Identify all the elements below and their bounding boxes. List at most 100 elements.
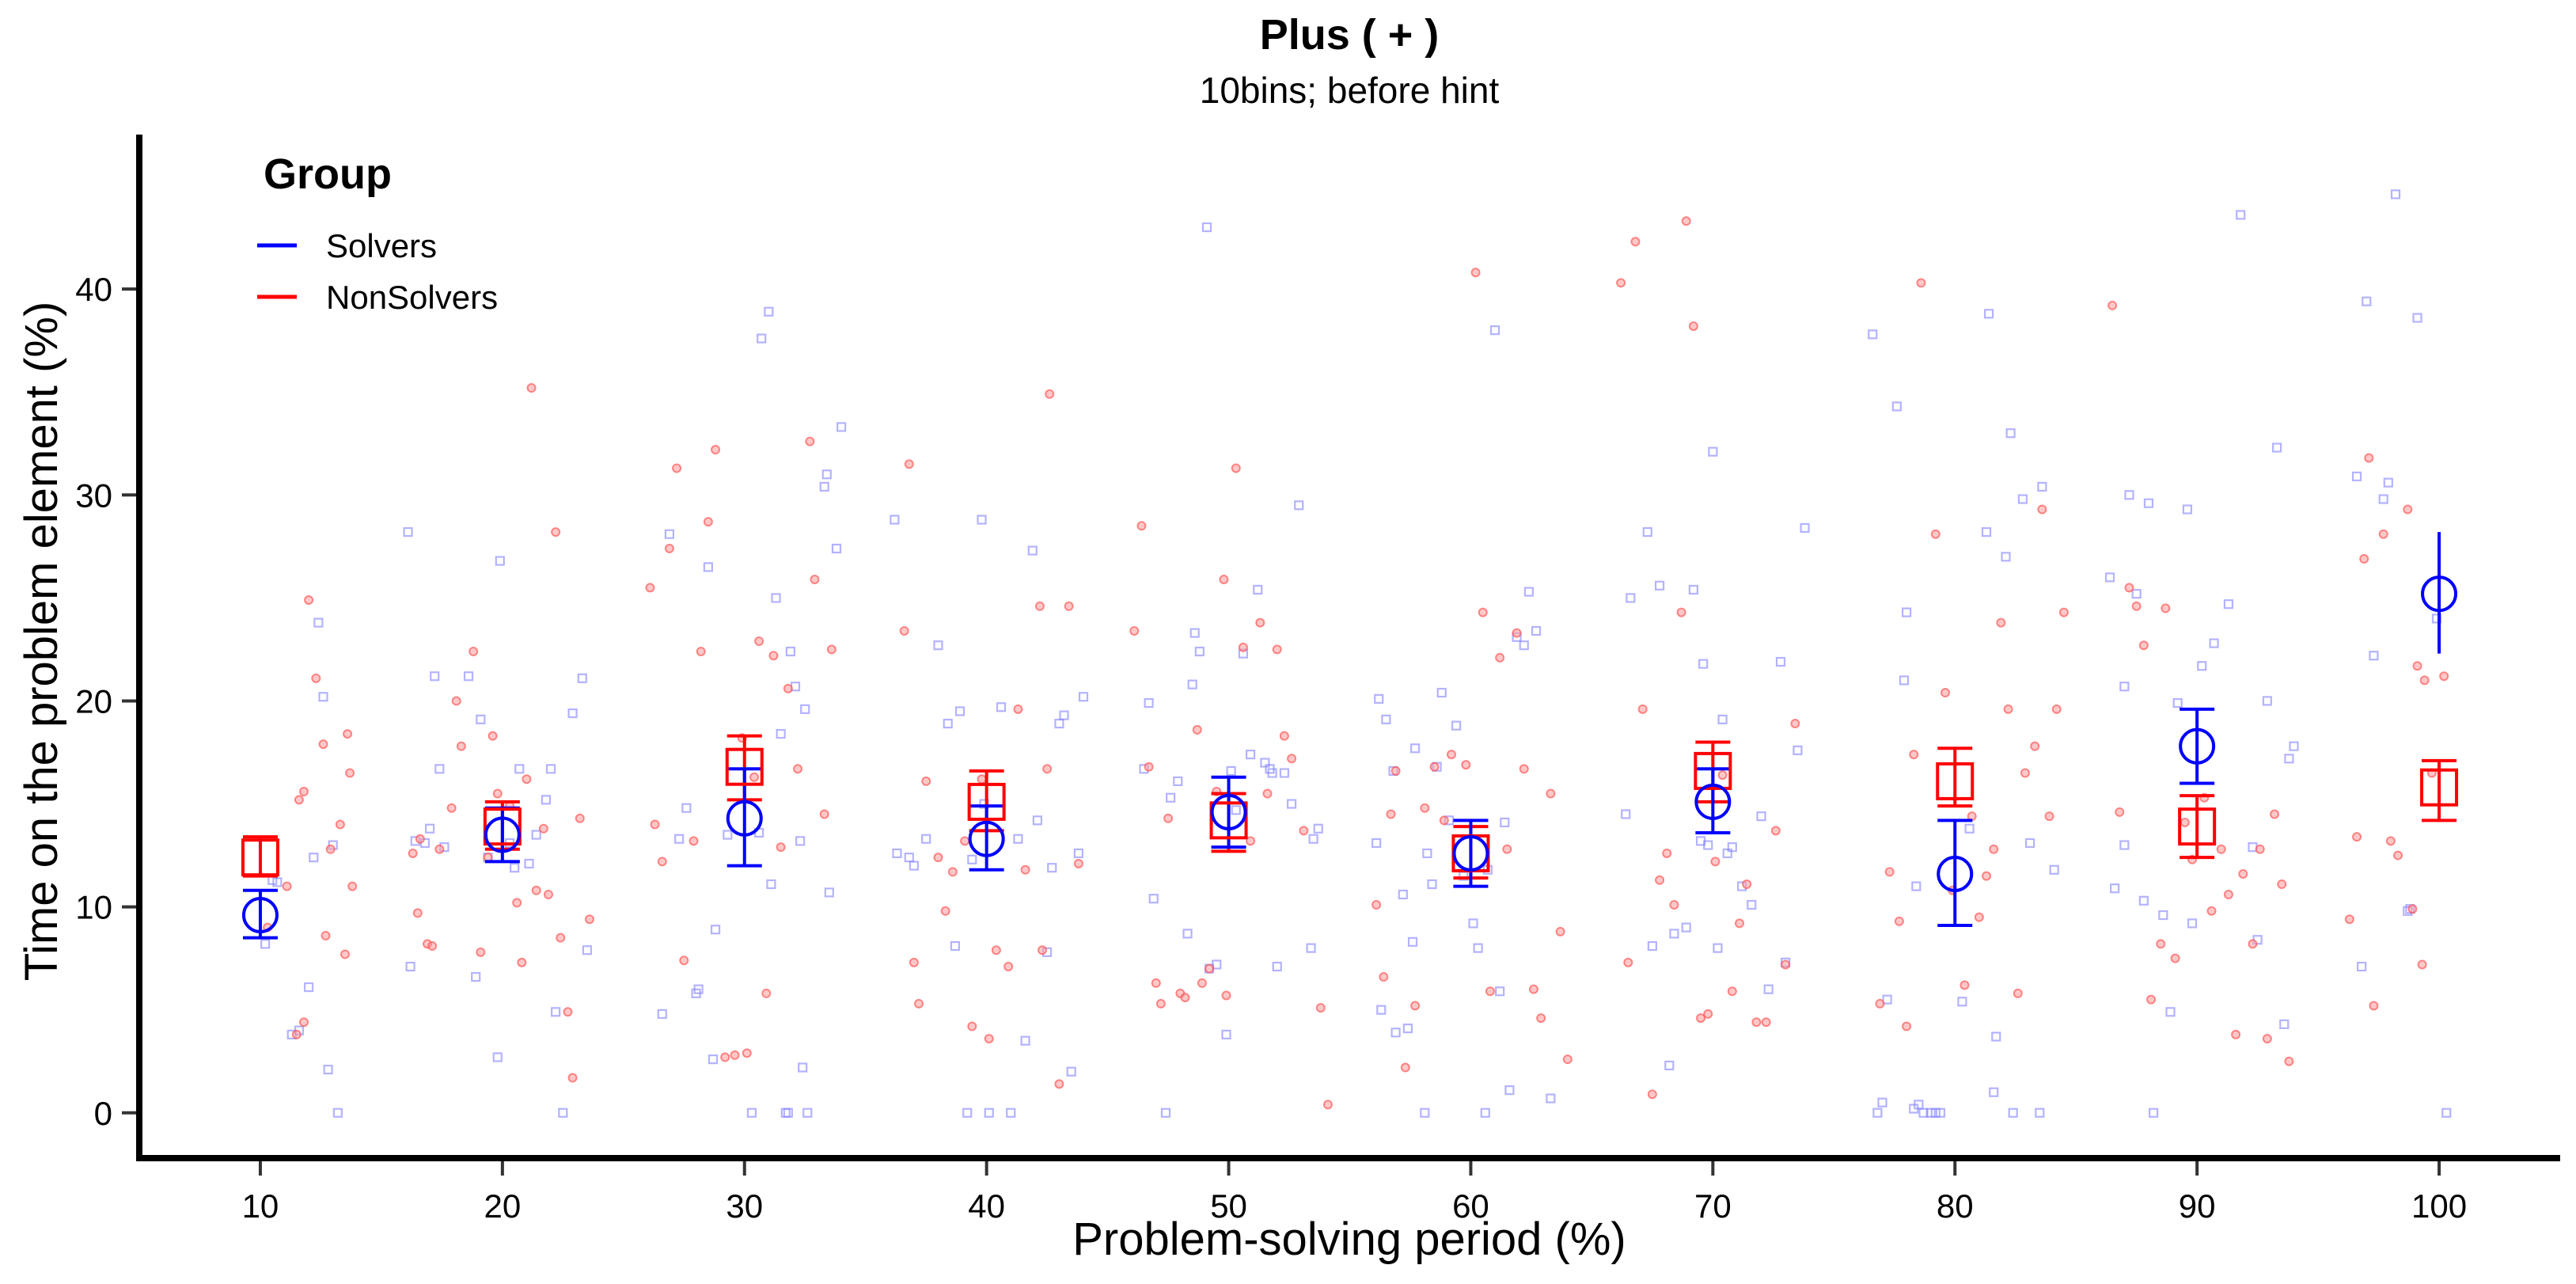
nonsolver-point: [556, 933, 566, 943]
solver-point: [1436, 687, 1447, 698]
nonsolver-point: [1751, 1017, 1762, 1028]
solver-point: [1374, 693, 1384, 704]
nonsolver-point: [991, 945, 1001, 955]
nonsolver-point: [1562, 1054, 1573, 1065]
solver-mean-marker: [726, 800, 763, 837]
solver-point: [2378, 494, 2388, 504]
solver-point: [785, 646, 795, 657]
solver-point: [2182, 504, 2193, 515]
nonsolver-point: [2344, 914, 2354, 925]
solver-point: [1066, 1066, 1076, 1077]
nonsolver-point: [1703, 1009, 1713, 1019]
nonsolver-point: [1742, 879, 1752, 889]
solver-point: [2357, 961, 2367, 972]
nonsolver-point: [1439, 815, 1449, 826]
nonsolver-point: [1390, 765, 1401, 776]
nonsolver-point: [1045, 389, 1055, 399]
solver-point: [1032, 815, 1042, 826]
solver-point: [2148, 1107, 2159, 1118]
nonsolver-point: [1013, 704, 1023, 714]
nonsolver-point: [2369, 1001, 2379, 1011]
nonsolver-point: [340, 949, 351, 959]
solver-point: [1800, 522, 1810, 534]
nonsolver-point: [2419, 675, 2430, 686]
nonsolver-point: [1761, 1017, 1771, 1028]
nonsolver-point: [899, 625, 909, 636]
nonsolver-point: [826, 644, 837, 655]
nonsolver-point: [2003, 704, 2013, 714]
nonsolver-point: [1073, 858, 1083, 868]
solver-point: [776, 728, 786, 739]
nonsolver-point: [543, 889, 553, 899]
solver-point: [2223, 599, 2234, 610]
nonsolver-point: [1623, 957, 1633, 967]
nonsolver-point: [2407, 904, 2418, 914]
solver-point: [1166, 792, 1176, 803]
nonsolver-point: [1495, 652, 1505, 663]
solver-point: [1013, 834, 1023, 844]
nonsolver-point: [650, 819, 660, 830]
solver-point: [892, 848, 902, 859]
nonsolver-point: [1655, 875, 1665, 885]
nonsolver-point: [2124, 583, 2134, 593]
nonsolver-point: [1781, 959, 1791, 970]
solver-point: [800, 704, 810, 714]
nonsolver-mean-marker: [1936, 762, 1975, 800]
solver-point: [1681, 922, 1691, 933]
nonsolver-point: [1400, 1062, 1410, 1073]
solver-point: [681, 803, 692, 813]
solver-point: [2412, 313, 2422, 323]
nonsolver-point: [1221, 990, 1231, 1001]
solver-point: [1027, 545, 1038, 556]
solver-point: [1642, 527, 1652, 538]
solver-point: [1148, 894, 1159, 904]
nonsolver-point: [1205, 963, 1215, 974]
nonsolver-point: [2255, 844, 2265, 854]
solver-point: [332, 1107, 343, 1118]
solver-point: [1313, 823, 1323, 834]
nonsolver-point: [1555, 926, 1565, 936]
solver-point: [1621, 809, 1631, 819]
solver-point: [909, 860, 919, 871]
solver-point: [2024, 838, 2035, 849]
solver-point: [558, 1107, 568, 1118]
nonsolver-point: [1272, 644, 1282, 655]
nonsolver-point: [551, 527, 561, 538]
nonsolver-point: [2131, 601, 2142, 611]
nonsolver-point: [2030, 741, 2040, 751]
solver-point: [1872, 1107, 1883, 1118]
y-tick-label: 40: [75, 271, 112, 308]
nonsolver-point: [294, 795, 304, 805]
solver-point: [723, 830, 733, 840]
solver-point: [1407, 936, 1418, 947]
nonsolver-point: [696, 647, 706, 657]
solver-point: [821, 469, 832, 480]
solver-point: [943, 718, 953, 729]
solver-point: [1891, 401, 1902, 412]
nonsolver-point: [1902, 1021, 1912, 1031]
solver-point: [1717, 714, 1728, 724]
nonsolver-point: [522, 774, 532, 784]
nonsolver-point: [299, 1017, 309, 1028]
nonsolver-point: [1279, 731, 1289, 741]
solver-point: [1286, 799, 1297, 809]
solver-point: [318, 692, 328, 702]
solver-point: [904, 853, 914, 863]
solver-point: [1504, 1085, 1515, 1096]
nonsolver-point: [318, 739, 328, 750]
nonsolver-point: [2206, 906, 2217, 916]
nonsolver-point: [408, 848, 418, 858]
solver-point: [2383, 477, 2393, 488]
solver-point: [996, 702, 1007, 712]
nonsolver-point: [645, 583, 655, 593]
nonsolver-point: [1064, 601, 1074, 611]
nonsolver-point: [2378, 529, 2388, 539]
nonsolver-point: [1410, 1001, 1421, 1011]
nonsolver-point: [1420, 803, 1430, 813]
solver-point: [1698, 659, 1709, 669]
solver-point: [798, 1062, 808, 1073]
solver-point: [1212, 959, 1222, 970]
solver-point: [954, 706, 966, 716]
nonsolver-point: [469, 647, 479, 657]
nonsolver-point: [1003, 962, 1014, 972]
